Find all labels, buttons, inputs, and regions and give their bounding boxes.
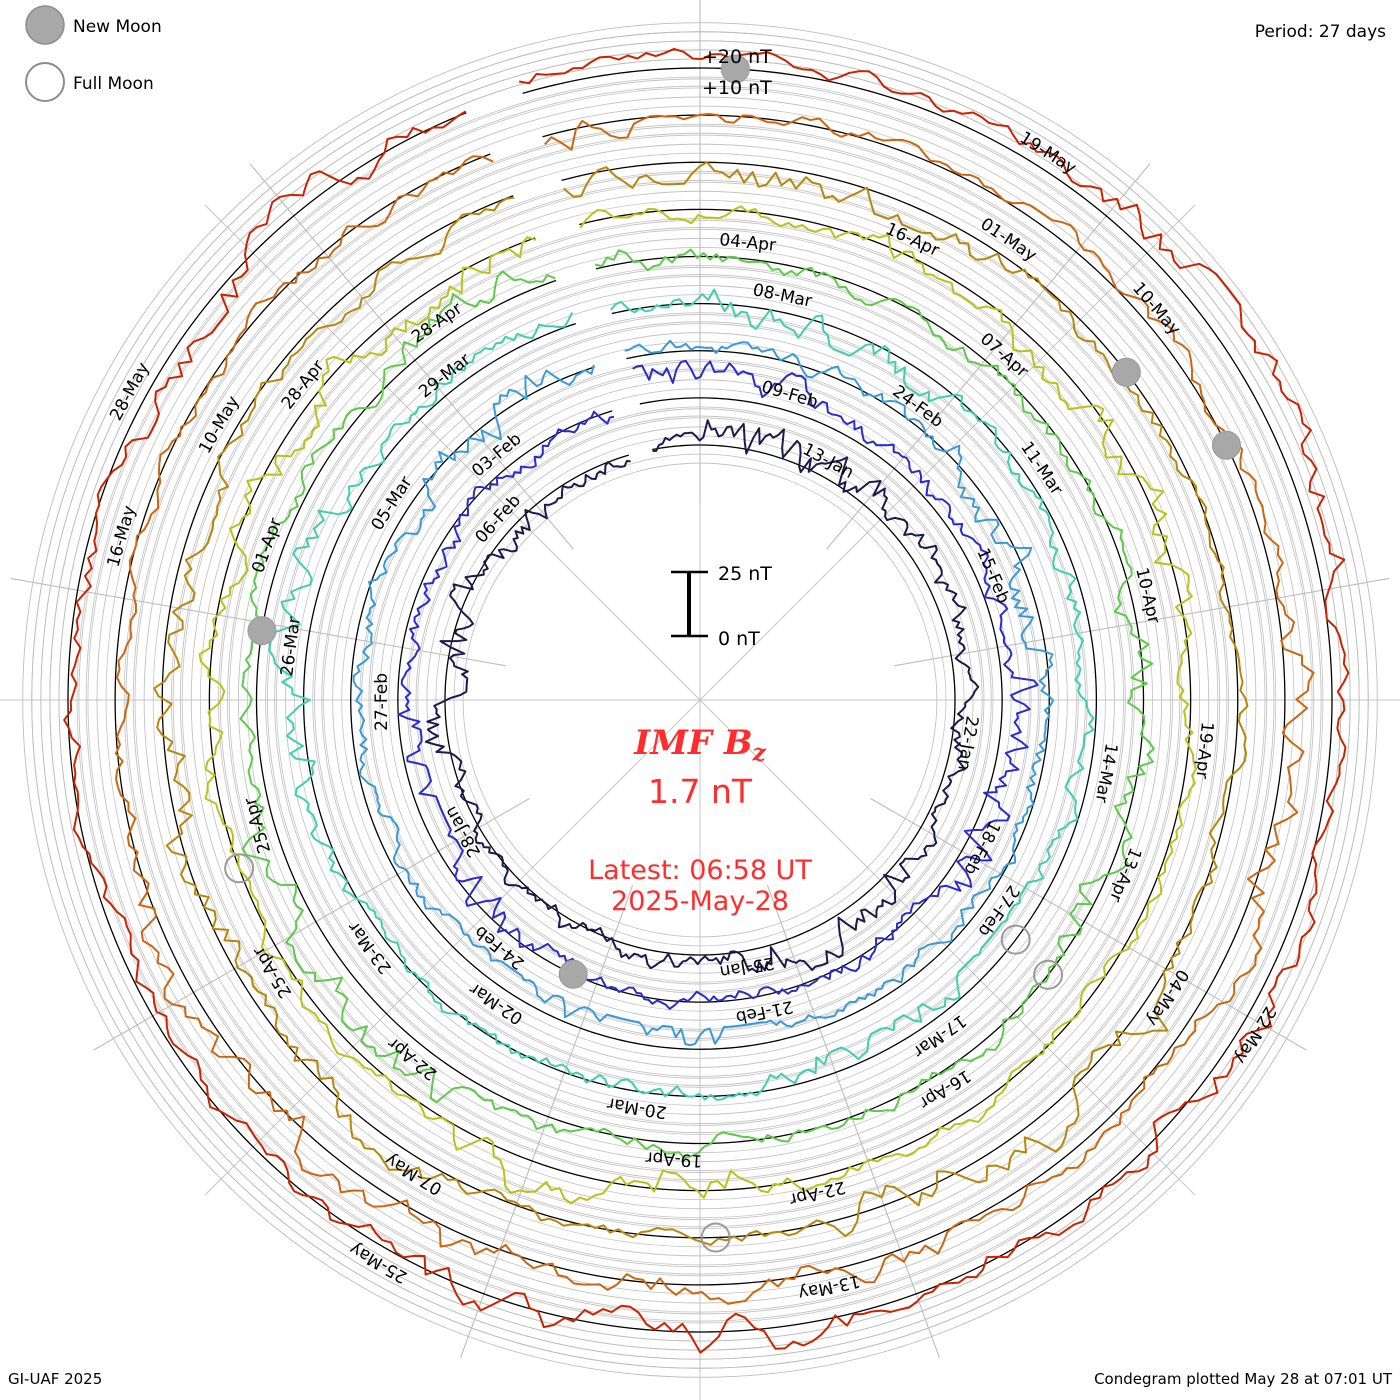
data-trace — [63, 47, 1350, 1354]
radial-axis-label-10: +10 nT — [702, 77, 772, 99]
date-label: 27-Feb — [372, 673, 392, 731]
new-moon-marker — [1111, 357, 1141, 387]
period-label: Period: 27 days — [1254, 22, 1386, 42]
full-moon-icon — [25, 62, 65, 102]
date-label: 20-Mar — [606, 1093, 668, 1122]
footer-plotted: Condegram plotted May 28 at 07:01 UT — [1094, 1370, 1392, 1388]
data-trace — [114, 113, 1315, 1305]
date-label: 25-Jan — [718, 952, 776, 981]
center-latest-time: Latest: 06:58 UT — [588, 855, 812, 886]
center-quantity-subscript: z — [752, 739, 766, 767]
date-label: 21-Feb — [734, 996, 795, 1027]
legend-label-full-moon: Full Moon — [73, 74, 154, 94]
data-trace — [198, 205, 1197, 1205]
date-label: 28-Jan — [441, 803, 485, 861]
date-label: 19-Apr — [645, 1147, 703, 1170]
scale-bar-bottom-label: 0 nT — [718, 628, 760, 650]
center-value: 1.7 nT — [647, 772, 753, 811]
date-label: 08-Mar — [751, 280, 814, 312]
new-moon-marker — [558, 959, 588, 989]
moon-marker-layer — [224, 54, 1241, 1253]
data-trace — [352, 339, 1055, 1047]
legend-label-new-moon: New Moon — [73, 17, 162, 37]
center-quantity-text: IMF B — [634, 723, 753, 763]
scale-bar-top-label: 25 nT — [718, 563, 772, 585]
date-label: 16-May — [104, 503, 140, 569]
full-moon-marker — [1033, 959, 1064, 990]
data-trace — [268, 288, 1095, 1101]
data-trace — [424, 419, 980, 974]
full-moon-marker — [700, 1222, 731, 1253]
data-trace — [239, 248, 1155, 1160]
legend: New Moon Full Moon — [25, 5, 162, 102]
date-label: 05-Mar — [368, 473, 417, 534]
new-moon-icon — [25, 5, 65, 45]
date-label: 10-May — [1128, 279, 1184, 340]
scale-bar: 25 nT 0 nT — [671, 563, 772, 650]
data-trace — [397, 359, 1039, 1010]
new-moon-marker — [720, 54, 750, 84]
date-label: 13-Jan — [799, 439, 857, 483]
center-quantity: IMF Bz — [0, 723, 1400, 766]
date-label: 02-Mar — [466, 978, 527, 1028]
footer-credit: GI-UAF 2025 — [8, 1370, 103, 1388]
trace-layer — [63, 47, 1350, 1354]
data-trace — [153, 161, 1249, 1246]
radial-axis-label-20: +20 nT — [702, 46, 772, 68]
date-label: 09-Feb — [759, 377, 820, 413]
new-moon-marker — [247, 616, 277, 646]
new-moon-marker — [1211, 430, 1241, 460]
date-label: 11-Mar — [1016, 438, 1066, 499]
date-label: 24-Feb — [888, 381, 946, 432]
full-moon-marker — [1000, 924, 1031, 955]
date-label: 28-Apr — [408, 299, 466, 348]
center-latest-date: 2025-May-28 — [611, 886, 789, 917]
full-moon-marker — [224, 853, 255, 884]
